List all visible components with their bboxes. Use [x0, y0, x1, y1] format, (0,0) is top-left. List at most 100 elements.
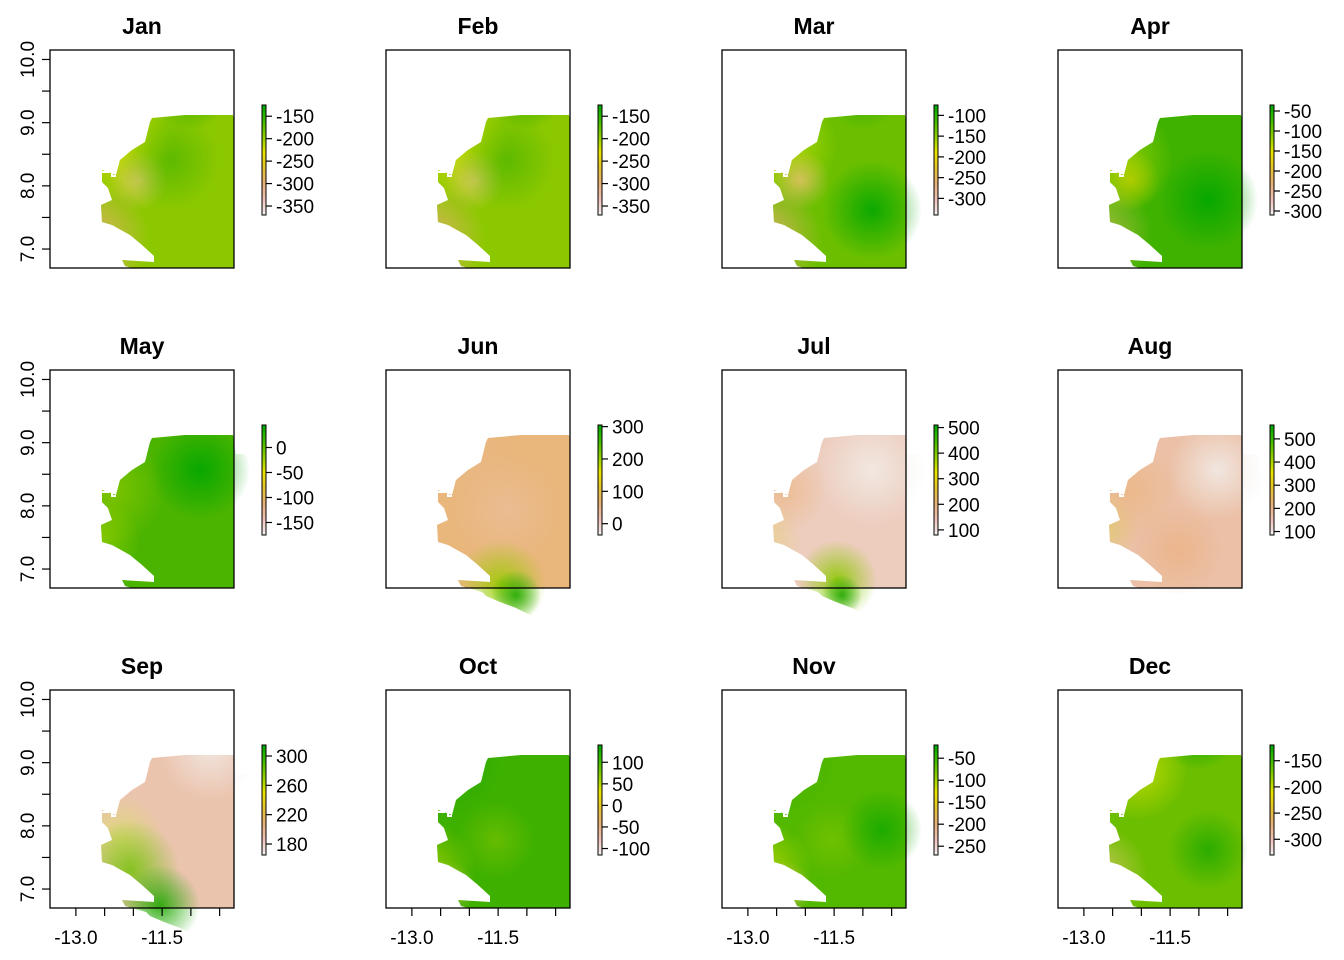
legend-tick-label: 200 [1284, 499, 1316, 520]
panel-title: Mar [794, 13, 835, 39]
legend-tick-label: -250 [612, 152, 650, 173]
panel-title: Aug [1128, 333, 1173, 359]
x-axis: -13.0 -11.5 [54, 908, 221, 949]
legend-tick-label: -250 [948, 837, 986, 858]
panel-title: Dec [1129, 653, 1171, 679]
raster-cell-group [101, 500, 140, 580]
legend-bar [597, 744, 603, 856]
raster-cell-group [101, 180, 150, 300]
raster-cell-group [456, 800, 536, 880]
panel-title: Jul [797, 333, 830, 359]
legend-tick-label: -300 [1284, 202, 1322, 223]
raster-cell-group [160, 755, 260, 800]
raster-cell-group [1048, 780, 1088, 820]
legend-colorbar: -50-100-150-200-250 [933, 744, 986, 858]
x-tick-label: -13.0 [1062, 928, 1105, 949]
raster-layer [101, 755, 260, 943]
y-tick-label: 9.0 [18, 109, 39, 135]
x-axis: -13.0 -11.5 [726, 908, 893, 949]
raster-cell-group [773, 500, 802, 580]
legend-tick-label: -200 [948, 815, 986, 836]
legend-tick-label: -150 [1284, 752, 1322, 773]
legend-tick-label: -50 [1284, 102, 1311, 123]
raster-cell-group [822, 160, 922, 260]
legend-tick-label: -50 [948, 749, 975, 770]
y-axis: 7.0 8.0 9.0 10.0 [18, 41, 50, 262]
raster-cell-group [773, 860, 812, 920]
legend-tick-label: -250 [1284, 804, 1322, 825]
raster-cell-group [1133, 505, 1223, 595]
legend-colorbar: -150-200-250-300-350 [597, 104, 650, 218]
raster-cell-group [1109, 825, 1148, 925]
raster-cell-group [437, 180, 486, 300]
legend-tick-label: 200 [948, 495, 980, 516]
panel-title: May [120, 333, 165, 359]
plot-frame [721, 49, 907, 269]
legend-tick-label: 300 [276, 747, 308, 768]
legend-tick-label: -350 [612, 197, 650, 218]
map-panel-nov: Nov -13.0 -11.5 -50-100-150-200-250 [721, 653, 986, 949]
legend-tick-label: -100 [612, 840, 650, 861]
estuary-mark [102, 807, 116, 817]
legend-tick-label: 400 [948, 444, 980, 465]
legend-bar [1269, 424, 1275, 536]
x-tick-label: -13.0 [390, 928, 433, 949]
x-axis: -13.0 -11.5 [390, 908, 557, 949]
legend-tick-label: -150 [276, 514, 314, 535]
y-axis: 7.0 8.0 9.0 10.0 [18, 361, 50, 582]
legend-tick-label: -50 [612, 818, 639, 839]
x-tick-label: -11.5 [813, 928, 855, 949]
estuary-mark [438, 167, 452, 177]
y-tick-label: 10.0 [18, 681, 39, 718]
raster-layer [101, 115, 234, 300]
legend-tick-label: 300 [948, 470, 980, 491]
estuary-mark [774, 167, 788, 177]
legend-colorbar: -50-100-150-200-250-300 [1269, 102, 1322, 223]
legend-tick-label: -350 [276, 197, 314, 218]
raster-layer [376, 755, 570, 920]
raster-cell-group [817, 435, 927, 525]
legend-colorbar: 300 260 220 180 [261, 744, 308, 856]
raster-cell-group [376, 780, 416, 820]
legend-tick-label: -300 [612, 175, 650, 196]
raster-cell-group [1043, 455, 1093, 505]
legend-bar [933, 104, 939, 216]
y-tick-label: 8.0 [18, 173, 39, 199]
panel-title: Apr [1130, 13, 1170, 39]
estuary-mark [438, 487, 452, 497]
raster-layer [437, 115, 570, 300]
estuary-mark [102, 487, 116, 497]
legend-tick-label: -100 [948, 771, 986, 792]
legend-bar [597, 424, 603, 536]
y-tick-label: 10.0 [18, 361, 39, 398]
raster-cell-group [150, 435, 250, 520]
raster-cell-group [842, 790, 922, 870]
plot-frame [385, 49, 571, 269]
plot-frame [721, 689, 907, 909]
y-axis: 7.0 8.0 9.0 10.0 [18, 681, 50, 902]
raster-layer [1043, 435, 1268, 595]
estuary-mark [1110, 487, 1124, 497]
legend-tick-label: -150 [948, 793, 986, 814]
raster-cell-group [1109, 180, 1153, 290]
raster-cell-group [437, 540, 451, 600]
raster-layer [773, 435, 927, 620]
legend-tick-label: -150 [948, 127, 986, 148]
raster-cell-group [773, 180, 822, 300]
raster-cell-group [437, 860, 476, 920]
legend-tick-label: 500 [948, 419, 980, 440]
raster-layer [773, 755, 922, 920]
legend-tick-label: 260 [276, 776, 308, 797]
map-panel-jan: Jan 7.0 8.0 9.0 10.0 -150-200-250-300-350 [18, 13, 314, 300]
legend-tick-label: -200 [948, 148, 986, 169]
raster-cell-group [491, 570, 541, 620]
panel-title: Feb [458, 13, 499, 39]
raster-cell-group [1109, 115, 1173, 215]
plot-frame [1057, 49, 1243, 269]
x-axis: -13.0 -11.5 [1062, 908, 1229, 949]
x-tick-label: -11.5 [477, 928, 519, 949]
